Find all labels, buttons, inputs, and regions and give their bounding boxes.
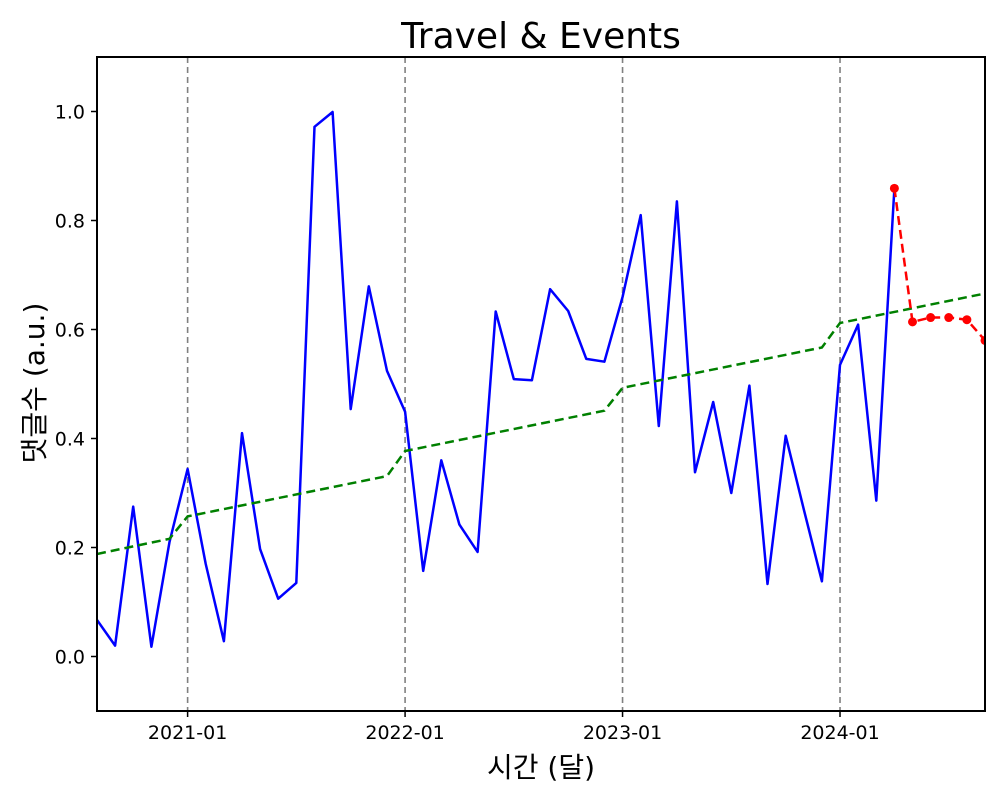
- series-forecast-point: [908, 317, 918, 327]
- series-forecast-point: [944, 313, 954, 323]
- x-tick-label: 2021-01: [148, 722, 227, 744]
- series-trend-line: [97, 292, 985, 556]
- y-axis-label: 댓글수 (a.u.): [18, 303, 51, 464]
- y-tick-label: 0.4: [55, 429, 85, 451]
- y-tick-label: 0.0: [55, 647, 85, 669]
- plot-area: [97, 57, 985, 711]
- y-tick-label: 1.0: [55, 102, 85, 124]
- y-tick-label: 0.8: [55, 211, 85, 233]
- series-forecast-point: [962, 315, 972, 325]
- series-forecast-point: [980, 335, 985, 345]
- x-tick-label: 2023-01: [583, 722, 662, 744]
- x-tick-label: 2022-01: [365, 722, 444, 744]
- series-observed-line: [97, 110, 896, 648]
- plot-frame: [96, 56, 986, 712]
- y-tick-label: 0.2: [55, 538, 85, 560]
- x-axis-label: 시간 (달): [487, 751, 595, 784]
- x-tick-label: 2024-01: [800, 722, 879, 744]
- y-axis: 0.0 0.2 0.4 0.6 0.8 1.0: [55, 102, 97, 669]
- chart-title: Travel & Events: [400, 16, 681, 57]
- series-forecast-point: [926, 313, 936, 323]
- x-axis: 2021-01 2022-01 2023-01 2024-01: [148, 711, 880, 744]
- series-forecast-point: [889, 183, 899, 193]
- series-forecast-line: [893, 188, 985, 342]
- y-tick-label: 0.6: [55, 320, 85, 342]
